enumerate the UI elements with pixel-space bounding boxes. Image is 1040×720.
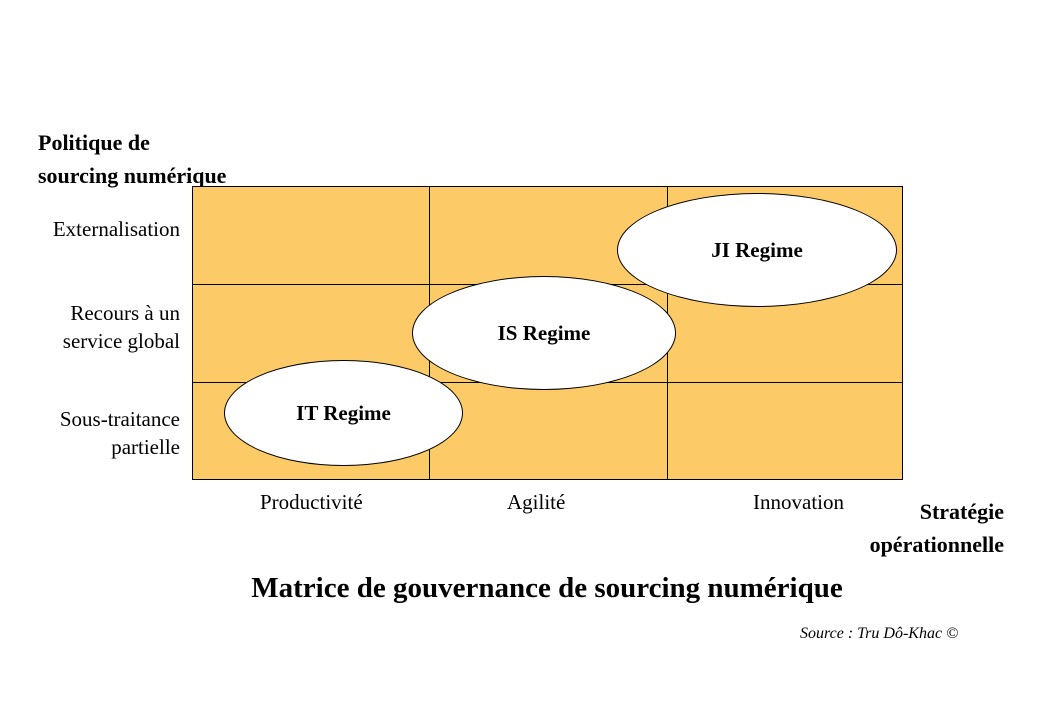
regime-ellipse-ji: JI Regime — [617, 193, 897, 307]
row-label-service-global-line-1: Recours à un — [70, 301, 180, 325]
diagram-title: Matrice de gouvernance de sourcing numér… — [251, 572, 843, 604]
y-axis-title-line-2: sourcing numérique — [38, 163, 227, 188]
regime-label-ji: JI Regime — [711, 237, 803, 262]
row-label-externalisation-line-1: Externalisation — [52, 217, 180, 241]
row-label-service-global: Recours à un service global — [63, 299, 180, 355]
y-axis-title: Politique de sourcing numérique — [38, 126, 226, 192]
y-axis-title-line-1: Politique de — [38, 130, 150, 155]
row-label-service-global-line-2: service global — [62, 329, 180, 353]
row-label-externalisation: Externalisation — [53, 215, 180, 243]
column-label-innovation: Innovation — [753, 490, 844, 514]
column-label-productivite: Productivité — [260, 490, 363, 514]
row-label-sous-traitance-line-1: Sous-traitance — [59, 407, 180, 431]
source-credit: Source : Tru Dô-Khac © — [800, 625, 959, 642]
x-axis-title: Stratégie opérationnelle — [870, 495, 1004, 561]
regime-label-it: IT Regime — [296, 400, 391, 425]
regime-label-is: IS Regime — [497, 320, 591, 345]
row-label-sous-traitance: Sous-traitance partielle — [60, 405, 180, 461]
x-axis-title-line-2: opérationnelle — [869, 532, 1004, 557]
regime-ellipse-is: IS Regime — [412, 276, 676, 390]
row-label-sous-traitance-line-2: partielle — [111, 435, 180, 459]
x-axis-title-line-1: Stratégie — [919, 499, 1004, 524]
column-label-agilite: Agilité — [507, 490, 566, 514]
regime-ellipse-it: IT Regime — [224, 360, 463, 466]
